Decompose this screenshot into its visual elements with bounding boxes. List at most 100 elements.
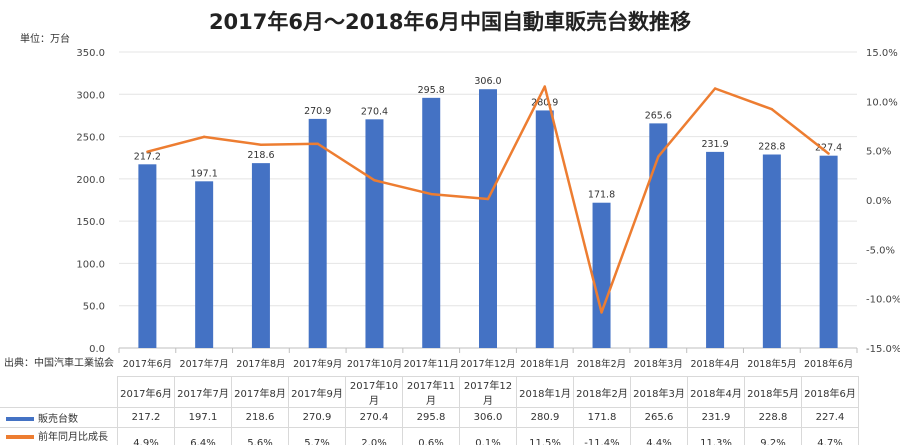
table-cell: 11.5% bbox=[516, 427, 574, 445]
table-header-cell-text: 2017年12月 bbox=[463, 381, 513, 407]
table-header-cell: 2017年10月 bbox=[345, 376, 403, 408]
line-point bbox=[316, 142, 319, 145]
table-cell-text: 295.8 bbox=[416, 412, 446, 423]
legend-key-icon bbox=[6, 417, 34, 421]
bar bbox=[592, 202, 611, 348]
table-header-cell-text: 2018年1月 bbox=[519, 388, 571, 400]
table-cell: 9.2% bbox=[744, 427, 802, 445]
table-cell: 5.7% bbox=[288, 427, 346, 445]
bar bbox=[649, 123, 668, 348]
bar bbox=[138, 164, 157, 348]
table-cell-text: 228.8 bbox=[758, 412, 788, 423]
x-tick-label: 2017年12月 bbox=[460, 358, 515, 370]
table-header-cell: 2017年9月 bbox=[288, 376, 346, 408]
x-tick-label: 2018年3月 bbox=[634, 358, 683, 370]
line-point bbox=[600, 311, 603, 314]
table-cell-text: -11.4% bbox=[584, 437, 620, 445]
bar-data-label: 270.4 bbox=[361, 106, 388, 117]
line-point bbox=[146, 150, 149, 153]
y-tick-right: -15.0% bbox=[866, 344, 900, 355]
plot-area: 0.0 50.0 100.0 150.0 200.0 250.0 300.0 350.0 -15… bbox=[76, 48, 900, 370]
table-header-cell: 2017年7月 bbox=[174, 376, 232, 408]
table-cell-text: 306.0 bbox=[473, 412, 503, 423]
table-header-cell-text: 2017年9月 bbox=[291, 388, 343, 400]
bar-data-label: 218.6 bbox=[247, 150, 274, 161]
table-cell: 197.1 bbox=[174, 407, 232, 428]
table-cell: 11.3% bbox=[687, 427, 745, 445]
line-point bbox=[827, 152, 830, 155]
table-header-cell: 2017年11月 bbox=[402, 376, 460, 408]
table-header-cell: 2018年2月 bbox=[573, 376, 631, 408]
table-cell: 218.6 bbox=[231, 407, 289, 428]
table-cell: -11.4% bbox=[573, 427, 631, 445]
table-cell: 4.9% bbox=[117, 427, 175, 445]
x-tick-label: 2018年1月 bbox=[520, 358, 569, 370]
table-header-cell: 2018年1月 bbox=[516, 376, 574, 408]
table-cell: 0.6% bbox=[402, 427, 460, 445]
table-cell-text: 270.4 bbox=[359, 412, 389, 423]
bar bbox=[308, 118, 327, 349]
bar bbox=[422, 97, 441, 349]
bar-data-label: 217.2 bbox=[134, 151, 161, 162]
x-tick-label: 2017年7月 bbox=[180, 358, 229, 370]
table-cell-text: 5.7% bbox=[304, 437, 330, 445]
table-header-cell: 2017年12月 bbox=[459, 376, 517, 408]
table-cell: 270.4 bbox=[345, 407, 403, 428]
line-point bbox=[486, 197, 490, 201]
bar bbox=[479, 89, 497, 348]
bar-data-label: 197.1 bbox=[191, 168, 218, 179]
table-header-cell-text: 2017年8月 bbox=[234, 388, 286, 400]
table-cell: 228.8 bbox=[744, 407, 802, 428]
table-cell-text: 231.9 bbox=[701, 412, 731, 423]
table-cell: 6.4% bbox=[174, 427, 232, 445]
table-cell: 227.4 bbox=[801, 407, 859, 428]
table-cell-text: 265.6 bbox=[644, 412, 674, 423]
table-cell-text: 11.3% bbox=[700, 437, 732, 445]
legend-label: 前年同月比成長率 bbox=[38, 432, 108, 443]
y-tick-left: 150.0 bbox=[76, 217, 105, 228]
bar bbox=[195, 181, 214, 348]
bar-data-label: 228.8 bbox=[758, 142, 785, 153]
table-header-cell-text: 2018年3月 bbox=[633, 388, 685, 400]
data-table: 2017年6月 2017年7月 2017年8月 2017年9月 2017年10月 2017… bbox=[0, 376, 859, 445]
y-tick-left: 50.0 bbox=[83, 302, 105, 313]
table-cell: 4.4% bbox=[630, 427, 688, 445]
line-point bbox=[259, 143, 263, 146]
table-header-cell: 2018年5月 bbox=[744, 376, 802, 408]
bar-data-label: 171.8 bbox=[588, 190, 615, 201]
table-header-cell-text: 2017年6月 bbox=[120, 388, 172, 400]
legend-cell: 前年同月比成長率 bbox=[0, 427, 118, 445]
table-cell: 217.2 bbox=[117, 407, 175, 428]
table-header-cell: 2017年6月 bbox=[117, 376, 175, 408]
y-tick-right: 0.0% bbox=[866, 196, 891, 207]
table-cell-text: 4.4% bbox=[646, 437, 672, 445]
table-header-cell: 2018年6月 bbox=[801, 376, 859, 408]
table-cell-text: 270.9 bbox=[302, 412, 332, 423]
table-cell-text: 6.4% bbox=[190, 437, 216, 445]
table-cell-text: 9.2% bbox=[760, 437, 786, 445]
y-tick-right: 5.0% bbox=[866, 147, 891, 158]
bar-data-label: 270.9 bbox=[304, 106, 331, 117]
table-cell: 295.8 bbox=[402, 407, 460, 428]
x-tick-label: 2018年6月 bbox=[804, 358, 853, 370]
table-cell-text: 4.9% bbox=[133, 437, 159, 445]
x-tick-label: 2018年2月 bbox=[577, 358, 626, 370]
table-row: 販売台数 217.2 197.1 218.6 270.9 270.4 295.8 306.0 2… bbox=[0, 407, 859, 428]
x-tick-label: 2017年11月 bbox=[404, 358, 459, 370]
table-header-cell: 2018年3月 bbox=[630, 376, 688, 408]
table-cell-text: 5.6% bbox=[247, 437, 273, 445]
table-cell: 270.9 bbox=[288, 407, 346, 428]
x-tick-label: 2017年6月 bbox=[123, 358, 172, 370]
table-cell-text: 197.1 bbox=[188, 412, 218, 423]
table-header-cell-text: 2017年7月 bbox=[177, 388, 229, 400]
bar bbox=[819, 155, 838, 348]
bar bbox=[762, 154, 781, 348]
bar-data-label: 306.0 bbox=[474, 76, 501, 87]
table-cell-text: 0.6% bbox=[418, 437, 444, 445]
y-tick-right: -10.0% bbox=[866, 295, 900, 306]
source-label: 出典：中国汽車工業協会 bbox=[4, 358, 114, 369]
legend-key-icon bbox=[6, 435, 34, 439]
unit-label: 単位：万台 bbox=[20, 34, 70, 45]
table-cell: 280.9 bbox=[516, 407, 574, 428]
y-tick-left: 300.0 bbox=[76, 90, 105, 101]
